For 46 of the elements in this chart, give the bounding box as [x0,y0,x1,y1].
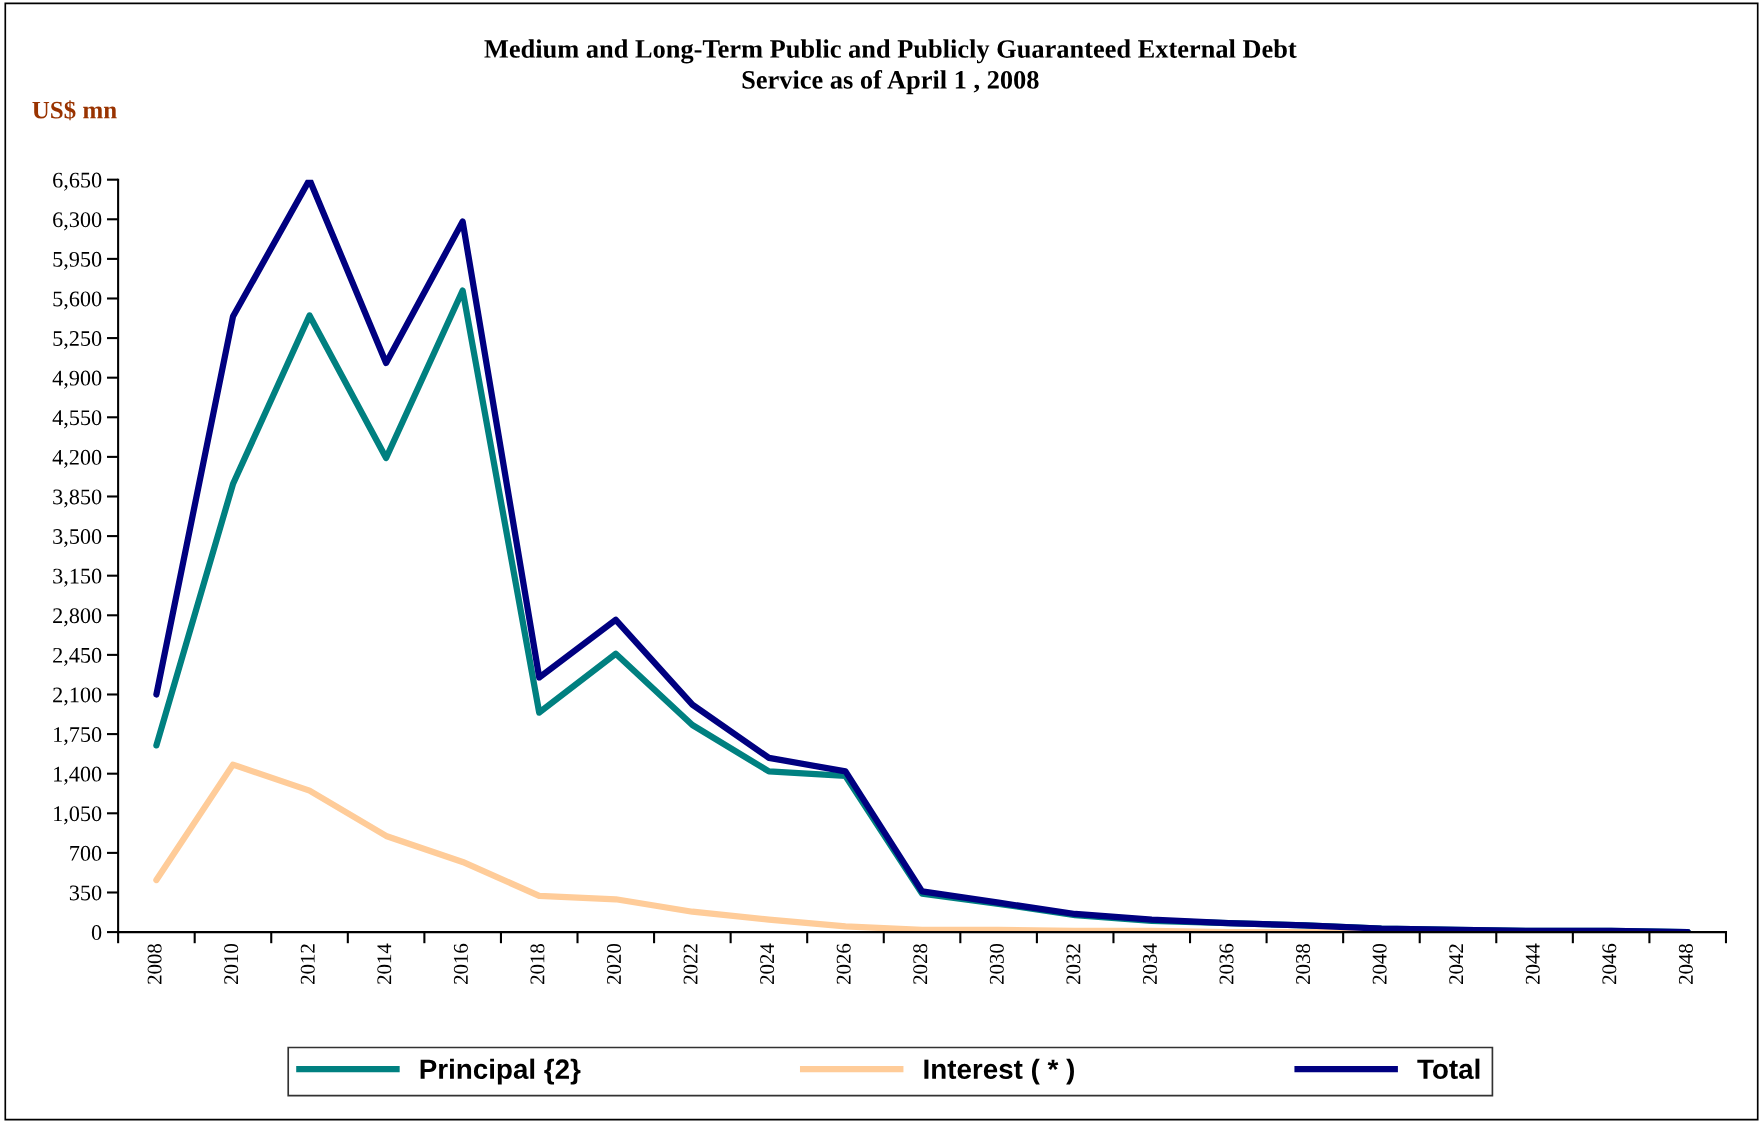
x-tick-label: 2012 [300,944,315,984]
x-tick-label: 2046 [1602,943,1617,984]
y-tick-label: 5,250 [53,331,102,350]
legend-label: Principal {2} [420,1058,581,1085]
x-tick-label: 2044 [1525,943,1540,984]
x-tick-label: 2040 [1372,944,1387,984]
y-tick-label: 5,950 [53,251,102,271]
x-tick-label: 2034 [1142,943,1157,984]
y-tick-label: 2,450 [53,647,102,667]
legend-label: Interest ( * ) [924,1058,1074,1085]
x-tick-label: 2042 [1449,944,1464,984]
x-tick-label: 2028 [913,944,928,984]
x-tick-label: 2010 [224,944,239,984]
x-tick-label: 2048 [1678,944,1693,984]
y-tick-label: 6,300 [53,212,102,231]
x-tick-label: 2032 [1066,944,1081,984]
y-tick-label: 5,600 [53,291,102,310]
x-tick-label: 2018 [530,944,545,984]
x-tick-label: 2038 [1296,944,1311,984]
y-tick-label: 1,750 [54,727,102,746]
y-tick-label: 2,100 [53,687,102,706]
x-tick-label: 2036 [1219,943,1234,984]
y-tick-label: 4,900 [52,370,102,389]
chart-title: Medium and Long-Term Public and Publicly Guaranteed External Debt Service as of April 1 , 2008 [484,39,1297,95]
y-tick-label: 4,200 [52,449,102,469]
y-tick-label: 6,650 [53,172,102,191]
y-tick-label: 1,400 [54,766,102,785]
x-tick-label: 2008 [147,944,162,984]
x-tick-label: 2022 [683,944,698,984]
y-tick-label: 350 [69,885,102,901]
y-tick-label: 700 [70,845,102,861]
x-tick-label: 2014 [377,943,392,984]
y-tick-label: 3,150 [53,568,102,587]
x-tick-label: 2030 [989,944,1004,984]
y-tick-label: 0 [91,925,102,941]
x-tick-label: 2024 [760,943,775,984]
x-tick-label: 2016 [453,943,468,984]
y-tick-label: 1,050 [54,806,102,825]
y-tick-label: 3,500 [53,529,102,548]
y-tick-label: 3,850 [53,489,102,508]
y-tick-label: 2,800 [53,608,102,627]
x-tick-label: 2020 [606,944,622,984]
x-tick-label: 2026 [836,943,851,984]
legend-label: Total [1417,1058,1480,1080]
y-axis-title: US$ mn [32,100,117,121]
y-tick-label: 4,550 [52,410,102,429]
